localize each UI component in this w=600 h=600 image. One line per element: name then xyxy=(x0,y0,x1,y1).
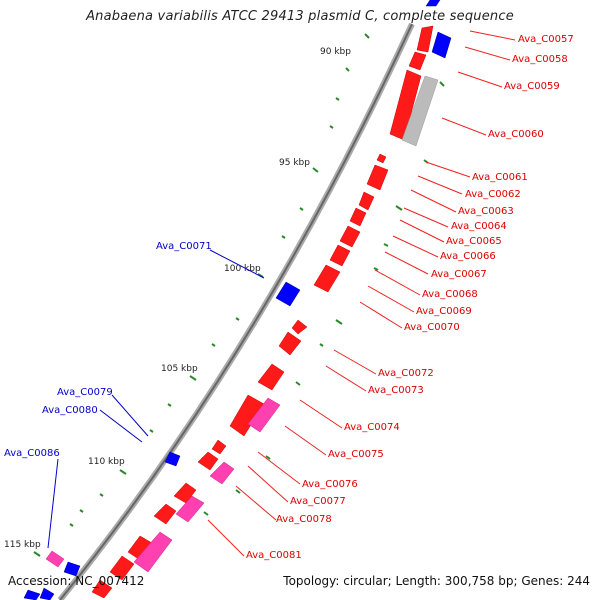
label-Ava_C0081: Ava_C0081 xyxy=(246,550,302,561)
gene-Ava_C0058[interactable] xyxy=(408,51,427,71)
gene-Ava_C0068[interactable] xyxy=(313,264,341,293)
gene-Ava_C0074[interactable] xyxy=(229,394,265,437)
gene-Ava_C0077[interactable] xyxy=(197,451,219,471)
label-Ava_C0075: Ava_C0075 xyxy=(328,449,384,460)
label-Ava_C0058: Ava_C0058 xyxy=(512,54,568,65)
gene-Ava_C0079[interactable] xyxy=(164,451,181,467)
backbone-arc xyxy=(57,22,415,600)
label-Ava_C0064: Ava_C0064 xyxy=(451,221,507,232)
backbone-arc-edge xyxy=(59,23,413,600)
scale-label-115: 115 kbp xyxy=(4,540,41,550)
gene-Ava_C0062[interactable] xyxy=(366,164,389,191)
gene-blue-top[interactable] xyxy=(425,0,441,7)
gene-Ava_C0066[interactable] xyxy=(329,244,351,267)
scale-label-110: 110 kbp xyxy=(88,457,125,467)
label-Ava_C0066: Ava_C0066 xyxy=(440,251,496,262)
scale-label-95: 95 kbp xyxy=(279,158,310,168)
gene-pink-4[interactable] xyxy=(133,531,173,573)
gene-labels-right: Ava_C0057 Ava_C0058 Ava_C0059 Ava_C0060 … xyxy=(246,34,574,561)
label-Ava_C0062: Ava_C0062 xyxy=(465,189,521,200)
label-Ava_C0080: Ava_C0080 xyxy=(42,405,98,416)
gene-Ava_C0063[interactable] xyxy=(358,191,375,211)
scale-label-100: 100 kbp xyxy=(224,264,261,274)
gene-Ava_C0061[interactable] xyxy=(376,153,387,164)
gene-Ava_C0065[interactable] xyxy=(339,225,361,248)
accession-text: Accession: NC_007412 xyxy=(8,574,145,588)
label-Ava_C0061: Ava_C0061 xyxy=(472,172,528,183)
label-Ava_C0057: Ava_C0057 xyxy=(518,34,574,45)
label-Ava_C0073: Ava_C0073 xyxy=(368,385,424,396)
gene-Ava_C0071[interactable] xyxy=(275,281,301,307)
gene-Ava_C0058-rev[interactable] xyxy=(431,31,452,59)
leader-lines-left xyxy=(47,249,265,549)
reverse-genes xyxy=(23,0,452,600)
gene-pink-5[interactable] xyxy=(45,550,65,568)
label-Ava_C0077: Ava_C0077 xyxy=(290,496,346,507)
gene-blue-b[interactable] xyxy=(23,589,41,600)
gene-Ava_C0073[interactable] xyxy=(257,363,285,391)
gene-labels-left: Ava_C0071 Ava_C0079 Ava_C0080 Ava_C0086 xyxy=(4,241,212,459)
gc-ticks xyxy=(33,33,445,557)
gene-pink-1[interactable] xyxy=(247,397,281,433)
label-Ava_C0068: Ava_C0068 xyxy=(422,289,478,300)
forward-genes xyxy=(91,25,434,599)
topology-summary: Topology: circular; Length: 300,758 bp; … xyxy=(283,574,590,588)
pink-genes xyxy=(45,397,281,573)
label-Ava_C0076: Ava_C0076 xyxy=(302,479,358,490)
label-Ava_C0063: Ava_C0063 xyxy=(458,206,514,217)
label-Ava_C0079: Ava_C0079 xyxy=(57,387,113,398)
label-Ava_C0072: Ava_C0072 xyxy=(378,368,434,379)
gene-Ava_C0057[interactable] xyxy=(416,25,434,53)
gene-blue-c[interactable] xyxy=(39,587,55,600)
gene-pink-2[interactable] xyxy=(209,461,235,485)
label-Ava_C0086: Ava_C0086 xyxy=(4,448,60,459)
gene-Ava_C0072[interactable] xyxy=(278,331,302,356)
label-Ava_C0074: Ava_C0074 xyxy=(344,422,400,433)
label-Ava_C0078: Ava_C0078 xyxy=(276,514,332,525)
leader-lines-right xyxy=(207,30,516,557)
label-Ava_C0065: Ava_C0065 xyxy=(446,236,502,247)
gene-Ava_C0081[interactable] xyxy=(153,503,177,525)
gene-red-c[interactable] xyxy=(91,579,113,599)
label-Ava_C0059: Ava_C0059 xyxy=(504,81,560,92)
gene-Ava_C0070[interactable] xyxy=(291,319,308,335)
gene-Ava_C0064[interactable] xyxy=(349,207,367,227)
gene-red-b[interactable] xyxy=(109,555,135,581)
gene-Ava_C0076[interactable] xyxy=(211,439,227,455)
label-Ava_C0060: Ava_C0060 xyxy=(488,129,544,140)
gene-pink-3[interactable] xyxy=(175,495,205,523)
map-title: Anabaena variabilis ATCC 29413 plasmid C… xyxy=(86,9,514,24)
label-Ava_C0069: Ava_C0069 xyxy=(416,306,472,317)
gene-Ava_C0060[interactable] xyxy=(401,75,439,147)
label-Ava_C0070: Ava_C0070 xyxy=(404,322,460,333)
gene-Ava_C0086[interactable] xyxy=(63,561,81,577)
scale-label-90: 90 kbp xyxy=(320,47,351,57)
label-Ava_C0071: Ava_C0071 xyxy=(156,241,212,252)
scale-label-105: 105 kbp xyxy=(161,364,198,374)
label-Ava_C0067: Ava_C0067 xyxy=(431,269,487,280)
